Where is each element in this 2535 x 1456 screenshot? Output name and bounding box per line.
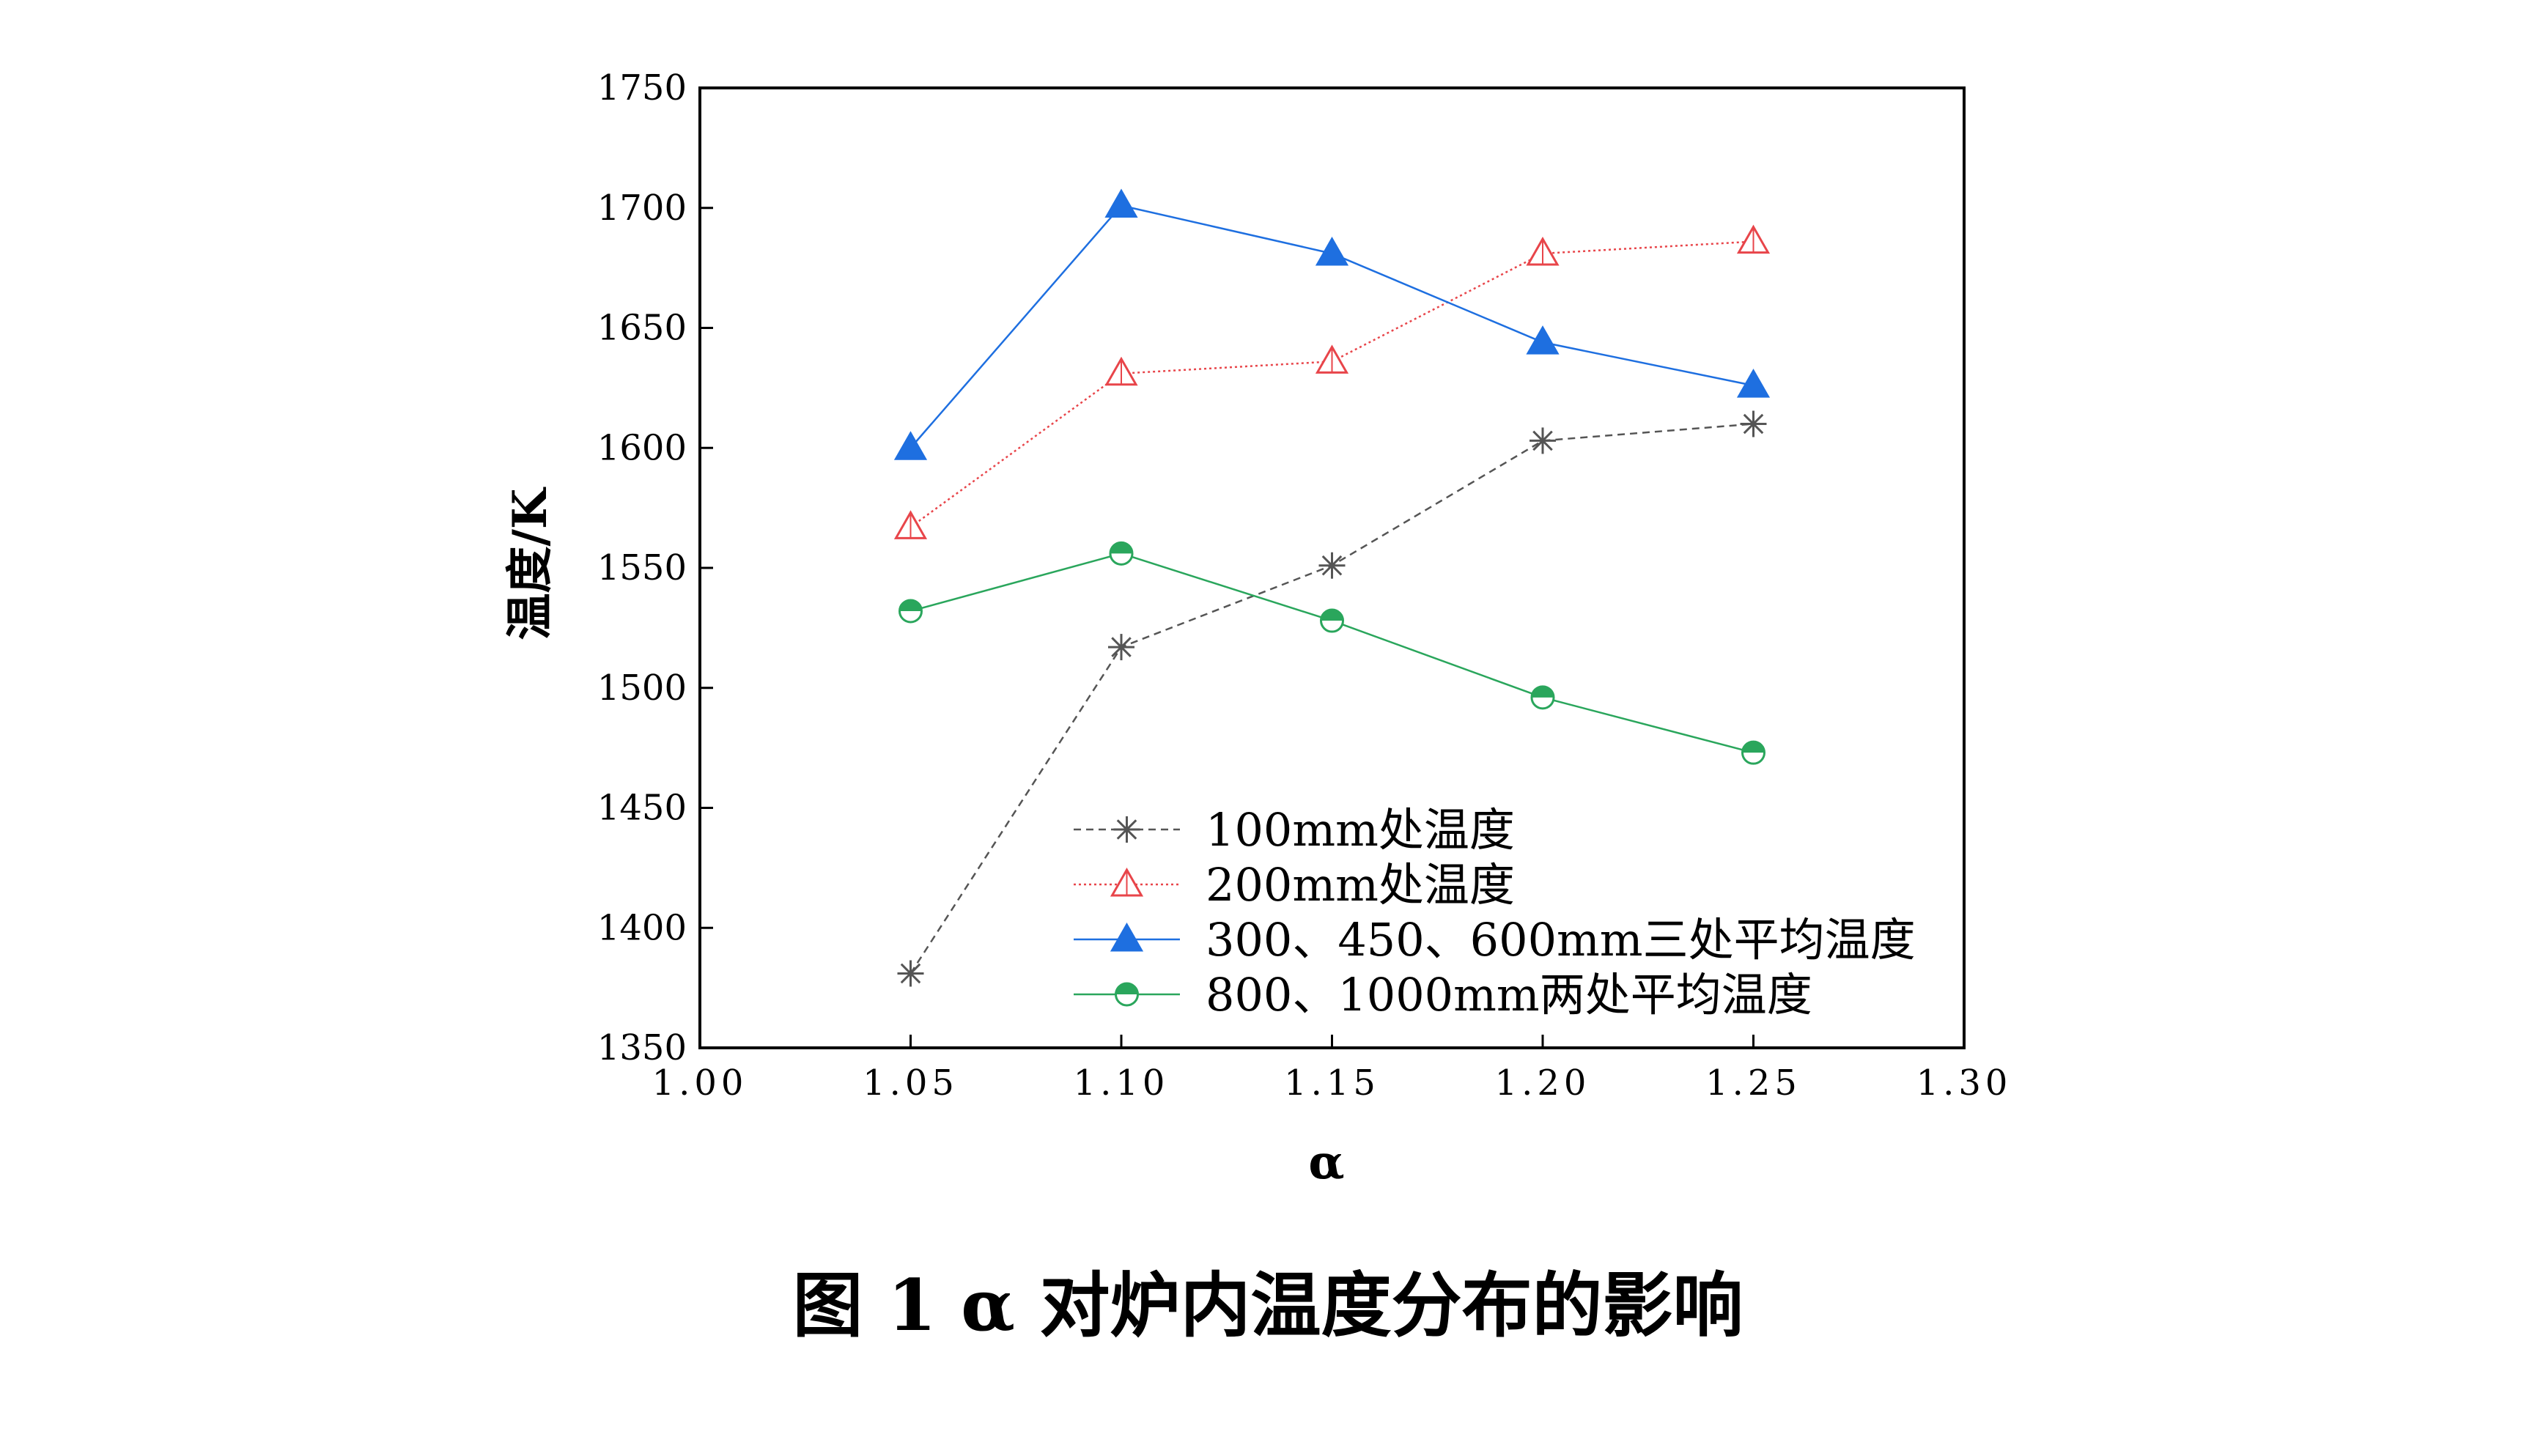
y-tick-label: 1750 — [597, 67, 687, 108]
data-point — [1526, 325, 1560, 355]
marker-fill — [1532, 686, 1554, 698]
marker-shape — [1315, 236, 1349, 266]
marker-stroke — [1321, 555, 1343, 576]
legend-marker — [1115, 982, 1139, 1007]
data-point — [897, 960, 924, 987]
legend-entry: 200mm处温度 — [1074, 858, 1515, 912]
x-axis-title: α — [1308, 1135, 1344, 1190]
y-tick-label: 1350 — [597, 1027, 687, 1068]
data-point — [893, 431, 928, 460]
y-tick-label: 1500 — [597, 668, 687, 709]
data-point — [1104, 188, 1138, 218]
y-axis-title: 温度/K — [503, 487, 558, 640]
marker-shape — [1736, 369, 1771, 398]
data-point — [1530, 685, 1555, 710]
data-point — [1741, 740, 1765, 765]
data-point — [1104, 356, 1138, 386]
marker-fill — [1742, 742, 1765, 753]
marker-stroke — [1116, 819, 1137, 840]
legend-entry: 100mm处温度 — [1074, 803, 1515, 857]
data-point — [1108, 634, 1134, 661]
x-tick-label: 1.10 — [1074, 1063, 1170, 1104]
marker-stroke — [1532, 430, 1553, 451]
marker-shape — [893, 431, 928, 460]
legend-label: 200mm处温度 — [1206, 858, 1515, 912]
y-tick-label: 1550 — [597, 547, 687, 588]
x-tick-label: 1.25 — [1705, 1063, 1801, 1104]
series-line — [909, 240, 1754, 528]
y-tick-label: 1400 — [597, 907, 687, 948]
series-1 — [897, 410, 1767, 987]
y-tick-label: 1700 — [597, 188, 687, 229]
marker-fill — [1110, 542, 1132, 554]
data-point — [1740, 410, 1767, 437]
legend-label: 300、450、600mm三处平均温度 — [1206, 913, 1916, 967]
legend-marker — [1113, 816, 1140, 843]
legend-label: 100mm处温度 — [1206, 803, 1515, 857]
data-point — [1318, 552, 1346, 579]
figure-caption: 图 1 α 对炉内温度分布的影响 — [793, 1264, 1743, 1347]
marker-stroke — [1111, 637, 1132, 657]
data-point — [1736, 224, 1771, 254]
series-4 — [898, 541, 1765, 765]
x-tick-label: 1.05 — [863, 1063, 959, 1104]
legend-entry: 300、450、600mm三处平均温度 — [1074, 913, 1916, 967]
legend-marker — [1110, 867, 1144, 897]
y-tick-label: 1600 — [597, 427, 687, 468]
y-tick-label: 1650 — [597, 308, 687, 349]
legend-marker — [1110, 922, 1144, 952]
series-line — [910, 553, 1754, 754]
data-point — [1736, 369, 1771, 398]
marker-shape — [1526, 325, 1560, 355]
marker-fill — [1321, 610, 1343, 621]
series-3 — [893, 188, 1771, 460]
x-tick-label: 1.30 — [1916, 1063, 2012, 1104]
data-point — [1320, 608, 1344, 633]
marker-shape — [1110, 922, 1144, 952]
data-point — [1109, 541, 1134, 566]
legend-entry: 800、1000mm两处平均温度 — [1074, 968, 1812, 1021]
data-point — [893, 510, 928, 539]
x-tick-label: 1.00 — [652, 1063, 748, 1104]
x-tick-label: 1.15 — [1284, 1063, 1380, 1104]
data-point — [1530, 427, 1556, 454]
marker-stroke — [1743, 413, 1764, 435]
x-tick-label: 1.20 — [1495, 1063, 1591, 1104]
data-point — [1315, 344, 1349, 374]
marker-stroke — [900, 963, 921, 984]
y-tick-label: 1450 — [597, 788, 687, 829]
data-point — [898, 599, 923, 624]
marker-fill — [899, 599, 922, 611]
series-2 — [893, 224, 1771, 539]
legend-label: 800、1000mm两处平均温度 — [1206, 968, 1812, 1021]
marker-shape — [1104, 188, 1138, 218]
data-point — [1526, 236, 1560, 266]
data-point — [1315, 236, 1349, 266]
marker-fill — [1115, 983, 1138, 994]
